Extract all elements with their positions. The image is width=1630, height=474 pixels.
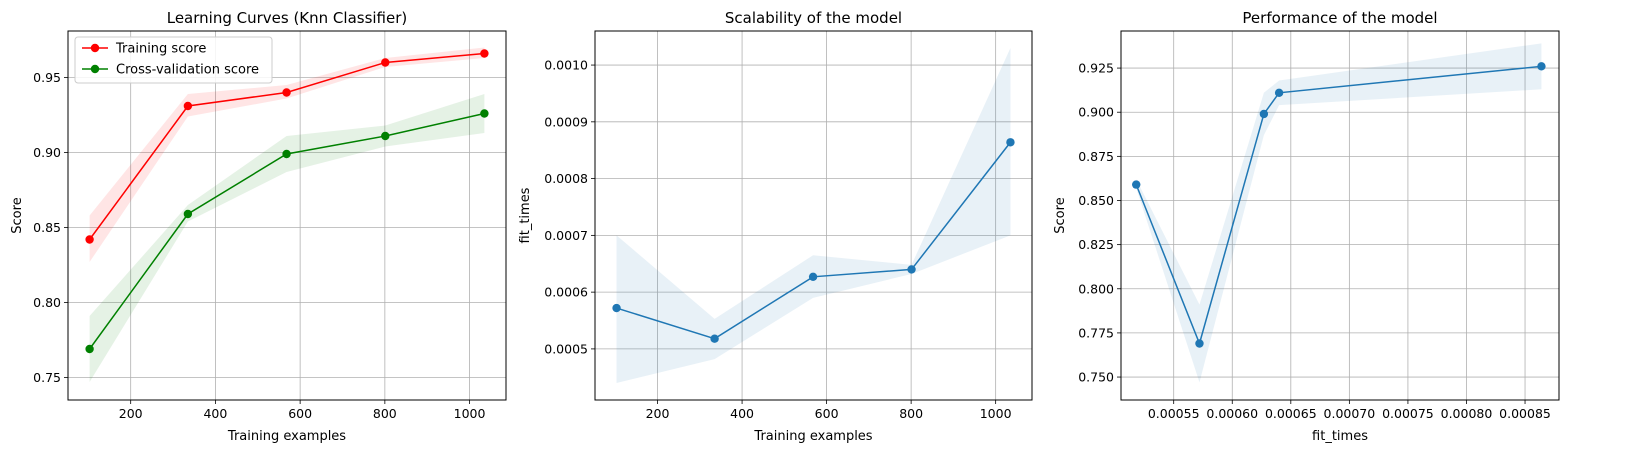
- series-1-point: [85, 235, 94, 244]
- series-1-point: [710, 334, 719, 343]
- series-2-point: [480, 109, 489, 118]
- chart-title: Performance of the model: [1242, 9, 1437, 27]
- y-tick-label: 0.90: [33, 145, 61, 160]
- series-1-point: [1195, 339, 1204, 348]
- series-1-point: [183, 101, 193, 111]
- series-1-point: [1274, 88, 1284, 97]
- y-tick-label: 0.0009: [544, 114, 588, 129]
- x-tick-label: 0.00075: [1382, 406, 1434, 421]
- x-tick-label: 200: [646, 406, 670, 421]
- x-tick-label: 600: [288, 406, 312, 421]
- x-tick-label: 0.00060: [1206, 406, 1258, 421]
- x-tick-label: 200: [119, 406, 143, 421]
- x-tick-label: 0.00085: [1499, 406, 1551, 421]
- series-1-band: [616, 48, 1011, 383]
- x-tick-label: 0.00055: [1148, 406, 1200, 421]
- x-tick-label: 0.00070: [1324, 406, 1376, 421]
- series-1-point: [907, 265, 916, 274]
- series-1-point: [612, 303, 621, 313]
- series-2-point: [381, 131, 390, 141]
- y-tick-label: 0.825: [1078, 237, 1114, 252]
- y-tick-label: 0.0006: [544, 285, 588, 300]
- y-tick-label: 0.75: [33, 370, 61, 385]
- y-tick-label: 0.900: [1078, 105, 1114, 120]
- chart-panel-1: 200 400 600 800 1000 0.75 0.80 0.85 0.90 0.95 Lear…: [10, 9, 507, 444]
- series-1-point: [381, 58, 390, 67]
- y-tick-label: 0.80: [33, 295, 61, 310]
- x-tick-label: 1000: [980, 406, 1012, 421]
- series-1-band: [1136, 43, 1542, 383]
- series-1-point: [480, 49, 489, 58]
- series-1-point: [1132, 180, 1141, 189]
- y-tick-label: 0.85: [33, 220, 61, 235]
- legend: Training score Cross-validation score: [74, 36, 273, 84]
- legend-swatch-marker: [90, 64, 100, 74]
- chart-title: Scalability of the model: [725, 9, 902, 27]
- y-tick-label: 0.95: [33, 70, 61, 85]
- y-tick-label: 0.775: [1078, 325, 1114, 340]
- chart-title: Learning Curves (Knn Classifier): [167, 9, 408, 27]
- x-tick-label: 600: [815, 406, 839, 421]
- y-axis-label: Score: [10, 197, 25, 233]
- plot-frame: [67, 30, 507, 401]
- x-axis-label: fit_times: [1312, 429, 1368, 444]
- y-tick-label: 0.0005: [544, 341, 588, 356]
- chart-panel-3: 0.00055 0.00060 0.00065 0.00070 0.00075 0.000…: [1053, 9, 1560, 444]
- series-2-point: [282, 149, 291, 159]
- legend-label: Cross-validation score: [116, 63, 259, 78]
- chart-panel-2: 200 400 600 800 1000 0.0005 0.0006 0.0007 0.0008…: [518, 9, 1033, 444]
- x-tick-label: 0.00065: [1265, 406, 1317, 421]
- y-tick-label: 0.925: [1078, 61, 1114, 76]
- series-1-point: [1259, 109, 1269, 119]
- y-axis-label: fit_times: [518, 187, 533, 243]
- x-tick-label: 800: [899, 406, 923, 421]
- y-tick-label: 0.750: [1078, 370, 1114, 385]
- series-2-point: [183, 209, 193, 219]
- x-axis-label: Training examples: [753, 429, 872, 444]
- x-tick-label: 1000: [454, 406, 486, 421]
- series-2-band: [89, 94, 485, 382]
- y-tick-label: 0.0010: [544, 58, 588, 73]
- series-1-point: [1537, 62, 1546, 71]
- legend-label: Training score: [115, 42, 206, 57]
- y-tick-label: 0.0008: [544, 171, 588, 186]
- series-2-point: [85, 344, 94, 354]
- x-tick-label: 400: [203, 406, 227, 421]
- x-tick-label: 400: [730, 406, 754, 421]
- x-tick-label: 0.00080: [1441, 406, 1493, 421]
- series-1-point: [282, 88, 291, 97]
- plot-frame: [1120, 30, 1560, 401]
- y-tick-label: 0.0007: [544, 228, 588, 243]
- legend-swatch-marker: [90, 43, 100, 53]
- y-axis-label: Score: [1053, 197, 1068, 233]
- series-1-point: [808, 272, 818, 282]
- series-1-point: [1006, 138, 1015, 147]
- plot-frame: [594, 30, 1033, 401]
- y-tick-label: 0.800: [1078, 281, 1114, 296]
- y-tick-label: 0.850: [1078, 193, 1114, 208]
- x-tick-label: 800: [373, 406, 397, 421]
- x-axis-label: Training examples: [227, 429, 346, 444]
- series-1-band: [89, 47, 485, 262]
- legend-box: [74, 36, 273, 84]
- y-tick-label: 0.875: [1078, 149, 1114, 164]
